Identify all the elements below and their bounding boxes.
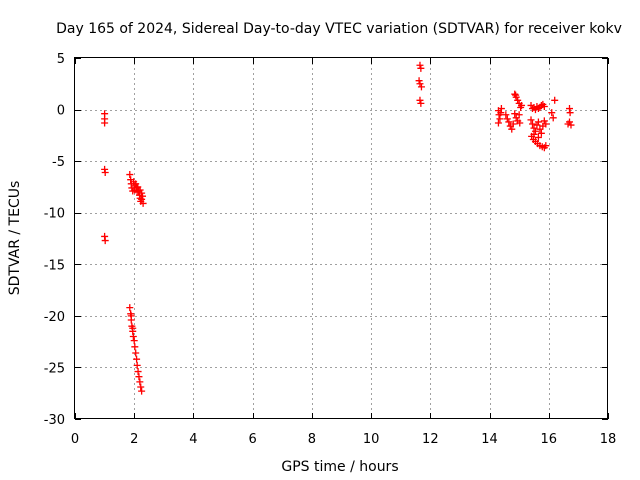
x-tick-label: 2: [130, 432, 138, 447]
data-point: [138, 189, 146, 197]
data-point: [528, 120, 536, 128]
y-tick-label: -10: [44, 207, 65, 222]
y-tick-label: 0: [57, 104, 65, 119]
data-point: [139, 192, 147, 200]
grid-lines: [75, 58, 608, 419]
data-point: [503, 115, 511, 123]
data-point: [126, 171, 134, 179]
data-point: [131, 343, 139, 351]
data-point: [136, 186, 144, 194]
y-tick-label: -15: [44, 258, 65, 273]
y-tick-label: -30: [44, 413, 65, 428]
data-point: [542, 142, 550, 150]
data-point: [129, 324, 137, 332]
data-point: [416, 80, 424, 88]
data-point: [417, 99, 425, 107]
data-point: [551, 96, 559, 104]
data-point: [417, 83, 425, 91]
data-point: [537, 129, 545, 137]
data-point: [530, 130, 538, 138]
axis-ticks: 0 2 4 6 8 10 12 14 16 18 5 0 -5 -10 -15 -20 -25 -30: [44, 52, 617, 447]
data-point: [415, 77, 423, 85]
data-point: [135, 373, 143, 381]
data-point: [542, 120, 550, 128]
data-point: [101, 119, 109, 127]
x-tick-label: 10: [363, 432, 380, 447]
data-point: [515, 111, 523, 119]
data-point: [133, 355, 141, 363]
data-point: [134, 368, 142, 376]
data-point: [566, 109, 574, 117]
x-tick-label: 14: [481, 432, 498, 447]
data-point: [518, 101, 526, 109]
x-tick-label: 6: [249, 432, 257, 447]
data-point: [516, 119, 524, 127]
y-tick-label: -20: [44, 310, 65, 325]
data-point: [130, 337, 138, 345]
data-point: [129, 332, 137, 340]
data-point: [540, 102, 548, 110]
data-point: [540, 117, 548, 125]
data-point: [139, 199, 147, 207]
x-tick-label: 0: [71, 432, 79, 447]
data-point: [505, 118, 513, 126]
data-point: [138, 387, 146, 395]
y-tick-label: 5: [57, 52, 65, 67]
data-point: [514, 96, 522, 104]
data-point: [511, 90, 519, 98]
data-point: [132, 349, 140, 357]
data-point: [497, 109, 505, 117]
y-tick-label: -5: [52, 155, 65, 170]
data-point: [527, 116, 535, 124]
data-point: [508, 125, 516, 133]
data-point: [136, 378, 144, 386]
data-point: [138, 195, 146, 203]
data-point: [548, 109, 556, 117]
data-point: [496, 115, 504, 123]
data-point: [534, 118, 542, 126]
data-point: [126, 304, 134, 312]
x-tick-label: 16: [541, 432, 558, 447]
x-tick-label: 12: [422, 432, 439, 447]
data-point: [511, 110, 519, 118]
data-point: [512, 91, 520, 99]
y-tick-label: -25: [44, 361, 65, 376]
data-point: [564, 120, 572, 128]
data-point: [101, 168, 109, 176]
data-point: [509, 120, 517, 128]
data-point: [133, 361, 141, 369]
y-axis-label: SDTVAR / TECUs: [7, 181, 23, 296]
data-point: [533, 121, 541, 129]
data-point: [101, 237, 109, 245]
x-tick-label: 4: [189, 432, 197, 447]
plot-frame: [74, 57, 608, 419]
x-tick-label: 8: [308, 432, 316, 447]
x-axis-label: GPS time / hours: [281, 459, 398, 475]
data-point: [502, 111, 510, 119]
data-point: [534, 133, 542, 141]
data-point: [494, 119, 502, 127]
data-points: [101, 61, 575, 395]
data-point: [531, 127, 539, 135]
data-point: [549, 114, 557, 122]
chart-title: Day 165 of 2024, Sidereal Day-to-day VTE…: [56, 21, 622, 37]
data-point: [416, 96, 424, 104]
data-point: [137, 383, 145, 391]
data-point: [417, 64, 425, 72]
x-tick-label: 18: [600, 432, 617, 447]
data-point: [127, 312, 135, 320]
data-point: [416, 61, 424, 69]
